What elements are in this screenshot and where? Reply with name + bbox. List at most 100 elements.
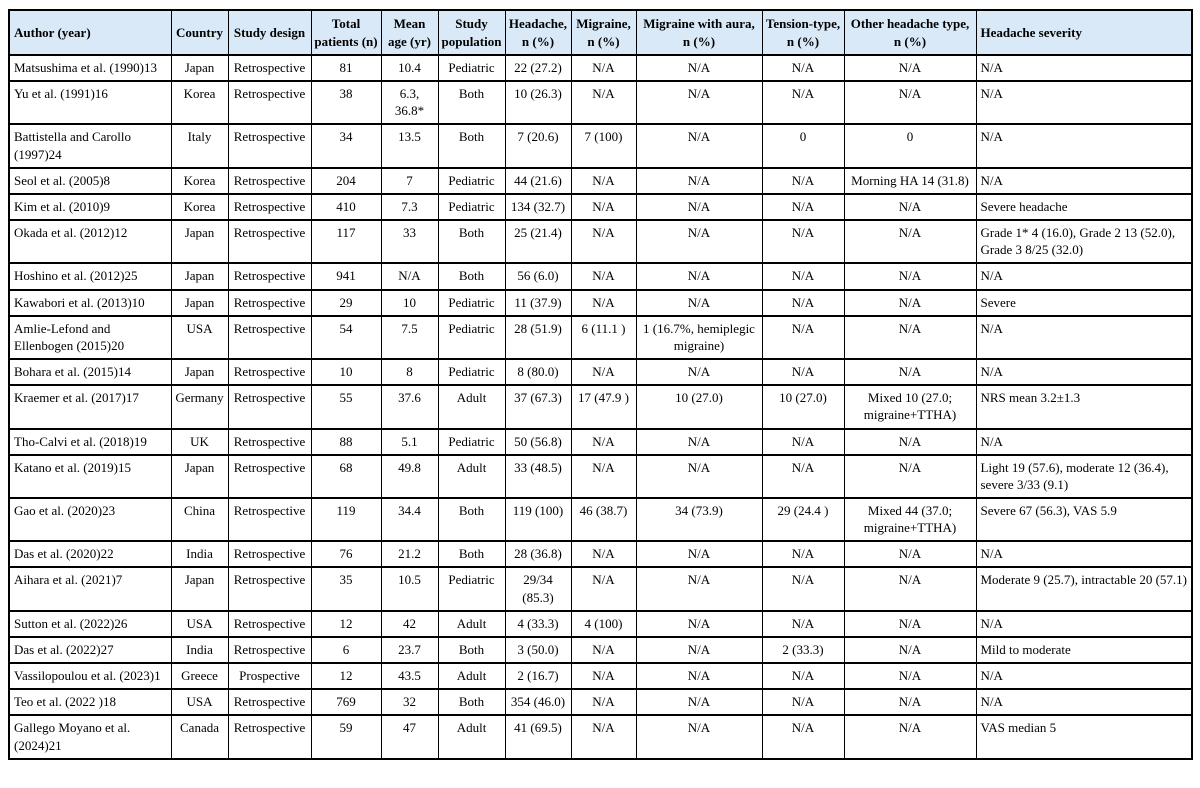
cell-study-population: Adult bbox=[437, 609, 506, 638]
cell-headache: 354 (46.0) bbox=[504, 688, 572, 717]
cell-total-patients: 88 bbox=[310, 427, 382, 456]
cell-study-population: Pediatric bbox=[437, 314, 506, 361]
table-row: Sutton et al. (2022)26 USA Retrospective 12… bbox=[8, 609, 1193, 638]
cell-author: Bohara et al. (2015)14 bbox=[8, 358, 172, 387]
cell-migraine: N/A bbox=[570, 714, 637, 760]
cell-study-design: Retrospective bbox=[227, 688, 312, 717]
cell-author: Seol et al. (2005)8 bbox=[8, 166, 172, 195]
col-header-total-patients: Total patients (n) bbox=[310, 9, 382, 56]
cell-headache: 134 (32.7) bbox=[504, 192, 572, 222]
cell-other-type: N/A bbox=[843, 540, 977, 569]
cell-total-patients: 941 bbox=[310, 262, 382, 291]
cell-study-population: Both bbox=[437, 688, 506, 717]
cell-headache: 44 (21.6) bbox=[504, 166, 572, 195]
cell-mean-age: 21.2 bbox=[380, 540, 439, 569]
cell-tension-type: 29 (24.4 ) bbox=[761, 496, 845, 543]
cell-headache: 7 (20.6) bbox=[504, 123, 572, 169]
cell-severity: Moderate 9 (25.7), intractable 20 (57.1) bbox=[975, 566, 1193, 612]
cell-severity: N/A bbox=[975, 166, 1193, 195]
col-header-migraine: Migraine, n (%) bbox=[570, 9, 637, 56]
cell-tension-type: 2 (33.3) bbox=[761, 635, 845, 665]
cell-study-population: Both bbox=[437, 635, 506, 665]
cell-tension-type: 10 (27.0) bbox=[761, 384, 845, 430]
cell-migraine-aura: N/A bbox=[635, 358, 763, 387]
cell-migraine: N/A bbox=[570, 288, 637, 317]
col-header-tension-type: Tension-type, n (%) bbox=[761, 9, 845, 56]
cell-severity: N/A bbox=[975, 427, 1193, 456]
cell-total-patients: 76 bbox=[310, 540, 382, 569]
cell-migraine: N/A bbox=[570, 540, 637, 569]
cell-total-patients: 12 bbox=[310, 609, 382, 638]
table-row: Hoshino et al. (2012)25 Japan Retrospectiv… bbox=[8, 262, 1193, 291]
table-body: Matsushima et al. (1990)13 Japan Retrospec… bbox=[8, 53, 1193, 760]
cell-severity: N/A bbox=[975, 123, 1193, 169]
cell-study-population: Both bbox=[437, 496, 506, 543]
cell-country: Japan bbox=[170, 453, 229, 499]
cell-severity: N/A bbox=[975, 540, 1193, 569]
table-row: Teo et al. (2022 )18 USA Retrospective 769 3… bbox=[8, 688, 1193, 717]
cell-migraine: N/A bbox=[570, 427, 637, 456]
cell-study-design: Retrospective bbox=[227, 358, 312, 387]
cell-author: Gao et al. (2020)23 bbox=[8, 496, 172, 543]
cell-migraine: 46 (38.7) bbox=[570, 496, 637, 543]
cell-tension-type: 0 bbox=[761, 123, 845, 169]
table-row: Matsushima et al. (1990)13 Japan Retrospec… bbox=[8, 53, 1193, 83]
cell-study-population: Pediatric bbox=[437, 427, 506, 456]
table-row: Tho-Calvi et al. (2018)19 UK Retrospective… bbox=[8, 427, 1193, 456]
cell-migraine-aura: N/A bbox=[635, 662, 763, 691]
cell-headache: 41 (69.5) bbox=[504, 714, 572, 760]
cell-other-type: N/A bbox=[843, 662, 977, 691]
cell-headache: 37 (67.3) bbox=[504, 384, 572, 430]
cell-study-design: Retrospective bbox=[227, 714, 312, 760]
cell-migraine-aura: N/A bbox=[635, 53, 763, 83]
cell-migraine: N/A bbox=[570, 688, 637, 717]
cell-study-design: Retrospective bbox=[227, 80, 312, 126]
cell-author: Hoshino et al. (2012)25 bbox=[8, 262, 172, 291]
cell-other-type: N/A bbox=[843, 314, 977, 361]
table-header: Author (year) Country Study design Total pa… bbox=[8, 9, 1193, 56]
cell-country: USA bbox=[170, 609, 229, 638]
cell-tension-type: N/A bbox=[761, 566, 845, 612]
cell-total-patients: 55 bbox=[310, 384, 382, 430]
cell-severity: N/A bbox=[975, 358, 1193, 387]
cell-country: Japan bbox=[170, 219, 229, 265]
cell-total-patients: 68 bbox=[310, 453, 382, 499]
cell-headache: 2 (16.7) bbox=[504, 662, 572, 691]
cell-total-patients: 38 bbox=[310, 80, 382, 126]
cell-severity: Severe headache bbox=[975, 192, 1193, 222]
cell-author: Kawabori et al. (2013)10 bbox=[8, 288, 172, 317]
cell-tension-type: N/A bbox=[761, 166, 845, 195]
cell-migraine-aura: N/A bbox=[635, 540, 763, 569]
cell-migraine-aura: N/A bbox=[635, 166, 763, 195]
cell-country: Italy bbox=[170, 123, 229, 169]
cell-country: Japan bbox=[170, 53, 229, 83]
cell-country: China bbox=[170, 496, 229, 543]
table-row: Kim et al. (2010)9 Korea Retrospective 410 7… bbox=[8, 192, 1193, 222]
cell-migraine-aura: N/A bbox=[635, 219, 763, 265]
cell-migraine-aura: N/A bbox=[635, 453, 763, 499]
cell-tension-type: N/A bbox=[761, 262, 845, 291]
cell-study-design: Retrospective bbox=[227, 496, 312, 543]
cell-other-type: N/A bbox=[843, 453, 977, 499]
cell-migraine-aura: N/A bbox=[635, 80, 763, 126]
cell-mean-age: 7.5 bbox=[380, 314, 439, 361]
cell-country: India bbox=[170, 635, 229, 665]
cell-author: Tho-Calvi et al. (2018)19 bbox=[8, 427, 172, 456]
cell-migraine: N/A bbox=[570, 453, 637, 499]
cell-study-design: Retrospective bbox=[227, 427, 312, 456]
col-header-other-type: Other headache type, n (%) bbox=[843, 9, 977, 56]
cell-study-design: Retrospective bbox=[227, 566, 312, 612]
cell-mean-age: 34.4 bbox=[380, 496, 439, 543]
cell-study-design: Retrospective bbox=[227, 609, 312, 638]
cell-total-patients: 119 bbox=[310, 496, 382, 543]
cell-author: Kraemer et al. (2017)17 bbox=[8, 384, 172, 430]
cell-migraine: N/A bbox=[570, 219, 637, 265]
cell-migraine-aura: N/A bbox=[635, 427, 763, 456]
cell-author: Aihara et al. (2021)7 bbox=[8, 566, 172, 612]
cell-headache: 22 (27.2) bbox=[504, 53, 572, 83]
cell-other-type: 0 bbox=[843, 123, 977, 169]
cell-country: Japan bbox=[170, 358, 229, 387]
cell-severity: Mild to moderate bbox=[975, 635, 1193, 665]
cell-study-design: Retrospective bbox=[227, 384, 312, 430]
cell-migraine-aura: N/A bbox=[635, 609, 763, 638]
